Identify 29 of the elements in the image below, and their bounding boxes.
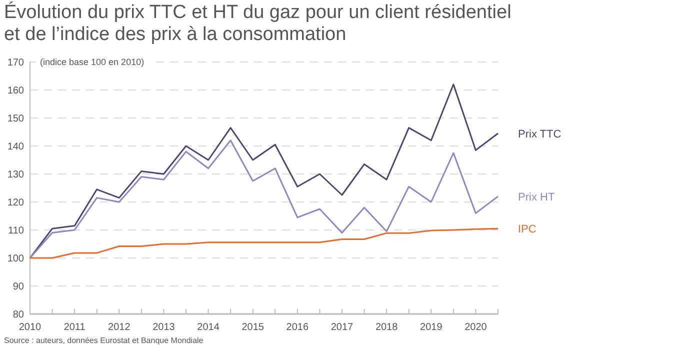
x-tick-label: 2017 (330, 322, 354, 333)
x-tick-label: 2010 (18, 322, 42, 333)
y-tick-label: 140 (7, 142, 24, 152)
line-series (29, 228, 499, 259)
y-tick-label: 90 (12, 282, 24, 292)
y-tick-label: 100 (7, 254, 24, 264)
x-tick-label: 2018 (375, 322, 398, 333)
series-label: IPC (518, 223, 536, 236)
y-tick-label: 120 (7, 198, 24, 208)
y-tick-label: 130 (7, 170, 24, 180)
x-tick-label: 2020 (464, 322, 488, 333)
y-tick-label: 110 (8, 226, 24, 236)
y-tick-label: 150 (7, 114, 24, 124)
series-label: Prix TTC (518, 128, 562, 140)
y-tick-label: 80 (12, 310, 24, 320)
source-note: Source : auteurs, données Eurostat et Banque Mondiale (4, 336, 204, 345)
y-axis-title: (indice base 100 en 2010) (40, 57, 144, 68)
x-tick-label: 2011 (64, 322, 86, 333)
x-tick-label: 2015 (242, 322, 264, 333)
x-tick-label: 2012 (108, 322, 131, 333)
series-label: Prix HT (518, 191, 555, 204)
x-tick-label: 2013 (152, 322, 176, 333)
chart-title: Évolution du prix TTC et HT du gaz pour un client résidentiel et de l’indice des prix à la consommation (4, 1, 512, 45)
y-tick-label: 170 (7, 58, 24, 68)
line-series (29, 140, 499, 259)
x-tick-label: 2016 (286, 322, 309, 333)
y-tick-label: 160 (7, 86, 24, 96)
x-tick-label: 2019 (420, 322, 443, 333)
x-tick-label: 2014 (197, 322, 220, 333)
